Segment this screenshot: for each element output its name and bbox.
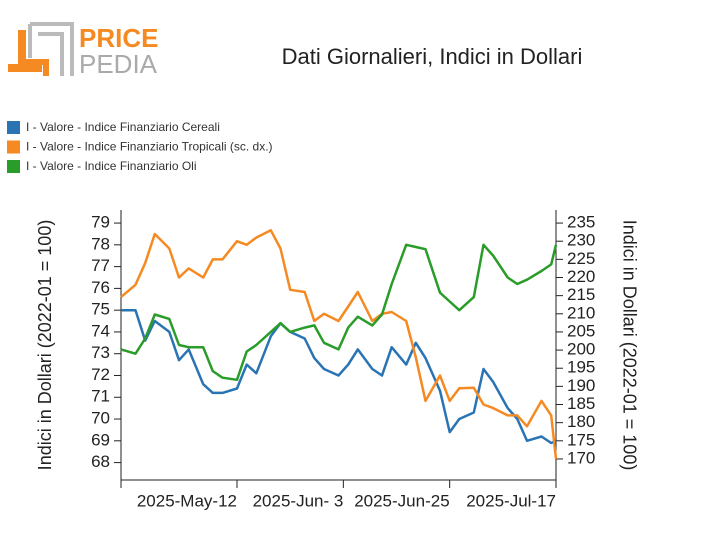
y2-tick-label: 220 xyxy=(567,267,595,286)
y2-tick-label: 175 xyxy=(567,430,595,449)
logo-icon xyxy=(8,64,42,72)
y-tick-label: 68 xyxy=(91,452,110,471)
logo-icon xyxy=(26,59,49,76)
y2-tick-label: 225 xyxy=(567,249,595,268)
y-tick-label: 78 xyxy=(91,234,110,253)
y2-tick-label: 170 xyxy=(567,448,595,467)
y2-tick-label: 205 xyxy=(567,321,595,340)
legend-label: I - Valore - Indice Finanziario Tropical… xyxy=(26,140,273,154)
legend-swatch xyxy=(7,140,20,154)
y-tick-label: 75 xyxy=(91,300,110,319)
y-axis-label: Indici in Dollari (2022-01 = 100) xyxy=(35,220,55,471)
line xyxy=(121,308,557,445)
chart-title: Dati Giornalieri, Indici in Dollari xyxy=(282,44,583,69)
y-tick-label: 71 xyxy=(91,387,110,406)
y2-tick-label: 200 xyxy=(567,340,595,359)
x-tick-label: 2025-Jun-25 xyxy=(354,491,449,510)
x-tick-label: 2025-Jun- 3 xyxy=(253,491,344,510)
logo-icon xyxy=(28,22,74,76)
legend-swatch xyxy=(7,121,20,134)
y2-tick-label: 180 xyxy=(567,412,595,431)
y-tick-label: 70 xyxy=(91,409,110,428)
y2-tick-label: 185 xyxy=(567,394,595,413)
logo-icon xyxy=(18,30,26,72)
legend-label: I - Valore - Indice Finanziario Oli xyxy=(26,159,197,173)
y-tick-label: 76 xyxy=(91,278,110,297)
y-tick-label: 69 xyxy=(91,430,110,449)
y-tick-label: 79 xyxy=(91,213,110,232)
logo-text: PEDIA xyxy=(79,49,158,79)
y2-tick-label: 210 xyxy=(567,303,595,322)
legend-label: I - Valore - Indice Finanziario Cereali xyxy=(26,120,220,134)
y2-tick-label: 190 xyxy=(567,376,595,395)
y2-tick-label: 230 xyxy=(567,231,595,250)
logo-text: PRICE xyxy=(79,23,158,53)
y2-tick-label: 235 xyxy=(567,213,595,232)
legend-swatch xyxy=(7,160,20,173)
line xyxy=(120,243,558,382)
y2-tick-label: 195 xyxy=(567,358,595,377)
logo: PRICE PEDIA xyxy=(8,22,158,79)
line xyxy=(120,229,558,460)
y2-axis-label: Indici in Dollari (2022-01 = 100) xyxy=(619,220,639,471)
x-tick-label: 2025-May-12 xyxy=(137,491,237,510)
y-tick-label: 72 xyxy=(91,365,110,384)
y2-tick-label: 215 xyxy=(567,285,595,304)
y-tick-label: 77 xyxy=(91,256,110,275)
x-tick-label: 2025-Jul-17 xyxy=(466,491,556,510)
y-tick-label: 73 xyxy=(91,343,110,362)
y-tick-label: 74 xyxy=(91,321,110,340)
